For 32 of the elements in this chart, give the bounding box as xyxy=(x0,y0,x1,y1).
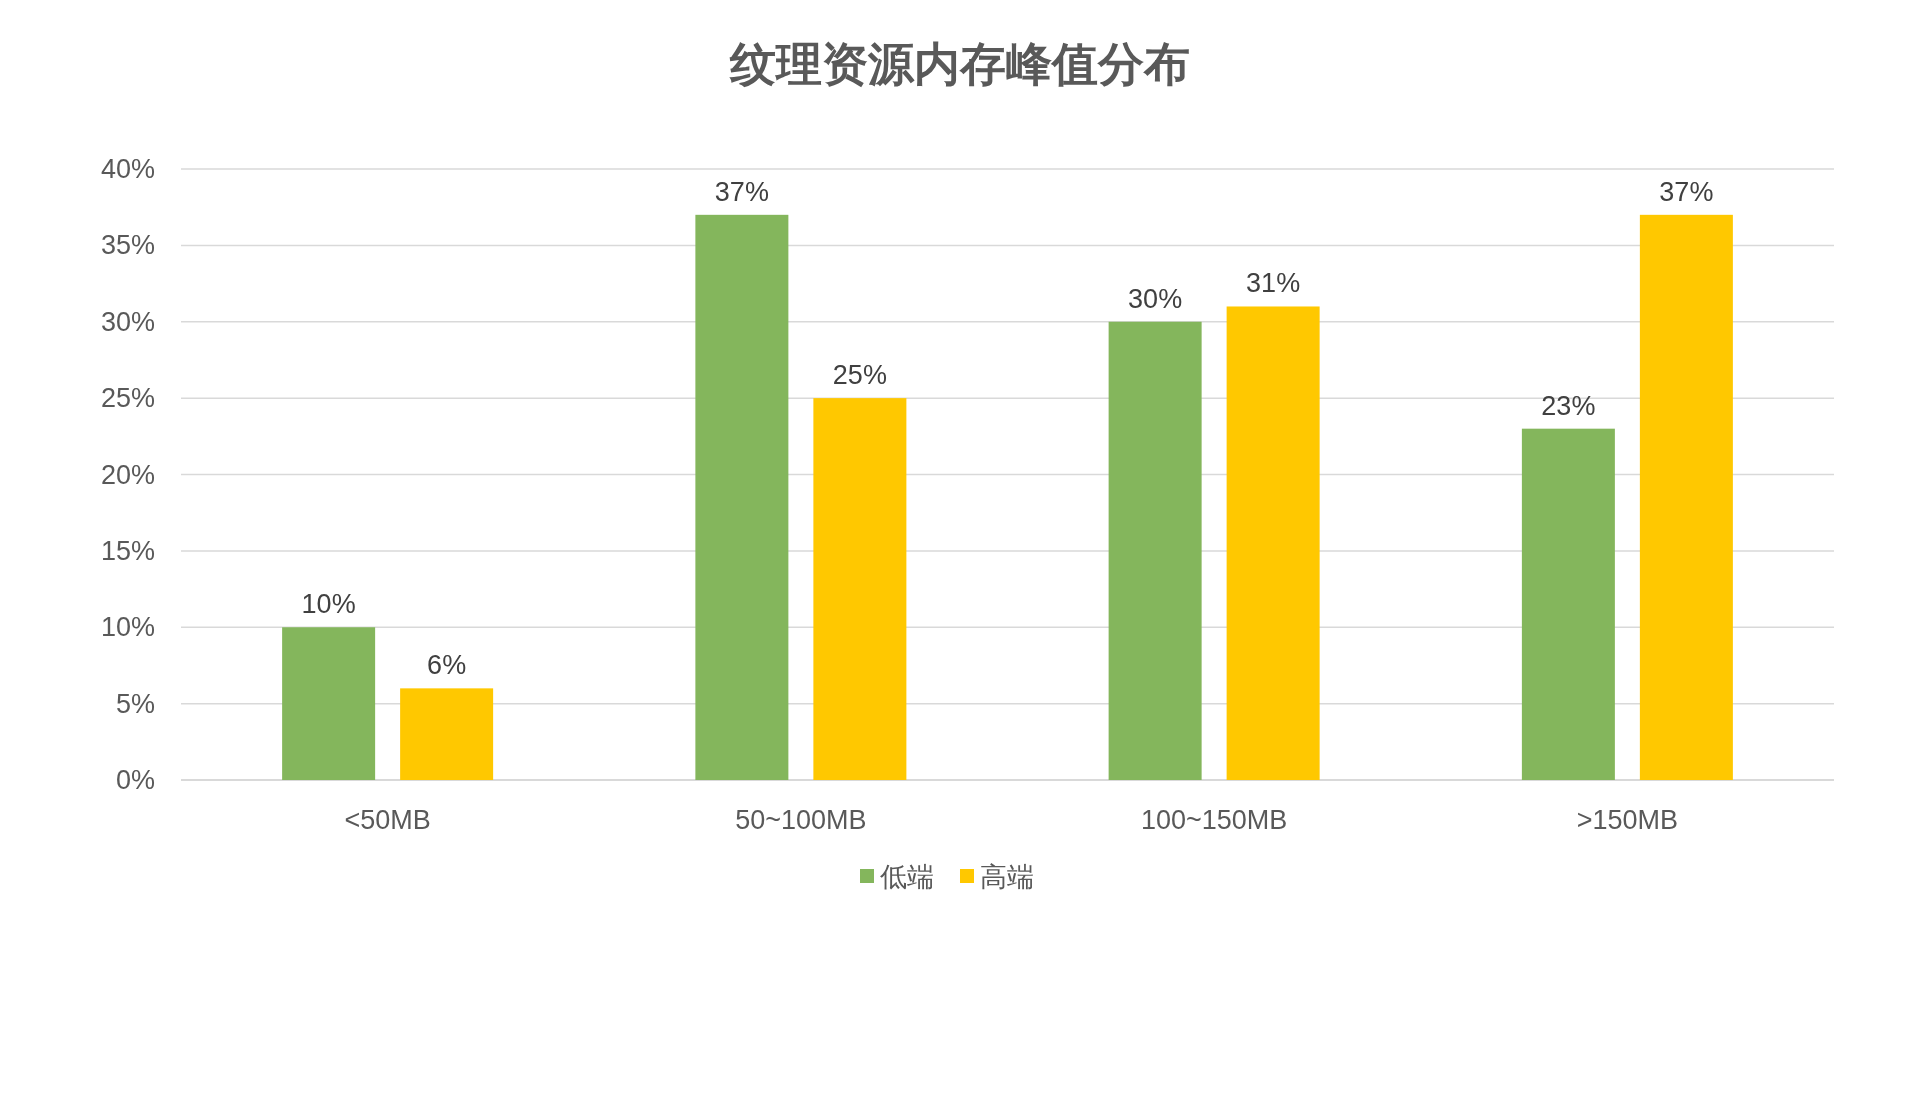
legend-label: 高端 xyxy=(980,862,1034,892)
bar xyxy=(813,398,907,780)
y-tick-label: 5% xyxy=(115,688,155,719)
y-tick-label: 20% xyxy=(100,459,155,490)
y-tick-label: 40% xyxy=(100,154,155,184)
y-tick-label: 15% xyxy=(100,535,155,566)
y-tick-label: 0% xyxy=(115,765,155,795)
data-label: 31% xyxy=(1246,268,1301,299)
chart-title: 纹理资源内存峰值分布 xyxy=(729,38,1190,90)
bar xyxy=(1108,321,1202,780)
x-tick-label: >150MB xyxy=(1576,805,1679,835)
data-label: 10% xyxy=(301,589,356,620)
data-label: 37% xyxy=(1659,176,1714,207)
y-tick-label: 25% xyxy=(100,383,155,414)
data-label: 6% xyxy=(427,650,467,681)
y-tick-label: 35% xyxy=(100,230,155,261)
data-label: 23% xyxy=(1541,390,1596,421)
bar xyxy=(282,627,376,780)
x-tick-label: <50MB xyxy=(344,805,431,835)
bar xyxy=(400,688,494,780)
bar xyxy=(1639,214,1733,780)
data-label: 37% xyxy=(714,176,769,207)
bar xyxy=(1226,306,1320,780)
data-label: 25% xyxy=(832,360,887,391)
x-tick-label: 50~100MB xyxy=(735,805,867,835)
bar xyxy=(695,214,789,780)
bar xyxy=(1521,428,1615,780)
y-tick-label: 30% xyxy=(100,306,155,337)
y-tick-label: 10% xyxy=(100,612,155,643)
x-tick-label: 100~150MB xyxy=(1140,805,1288,835)
legend-label: 低端 xyxy=(880,862,934,892)
data-label: 30% xyxy=(1128,283,1183,314)
